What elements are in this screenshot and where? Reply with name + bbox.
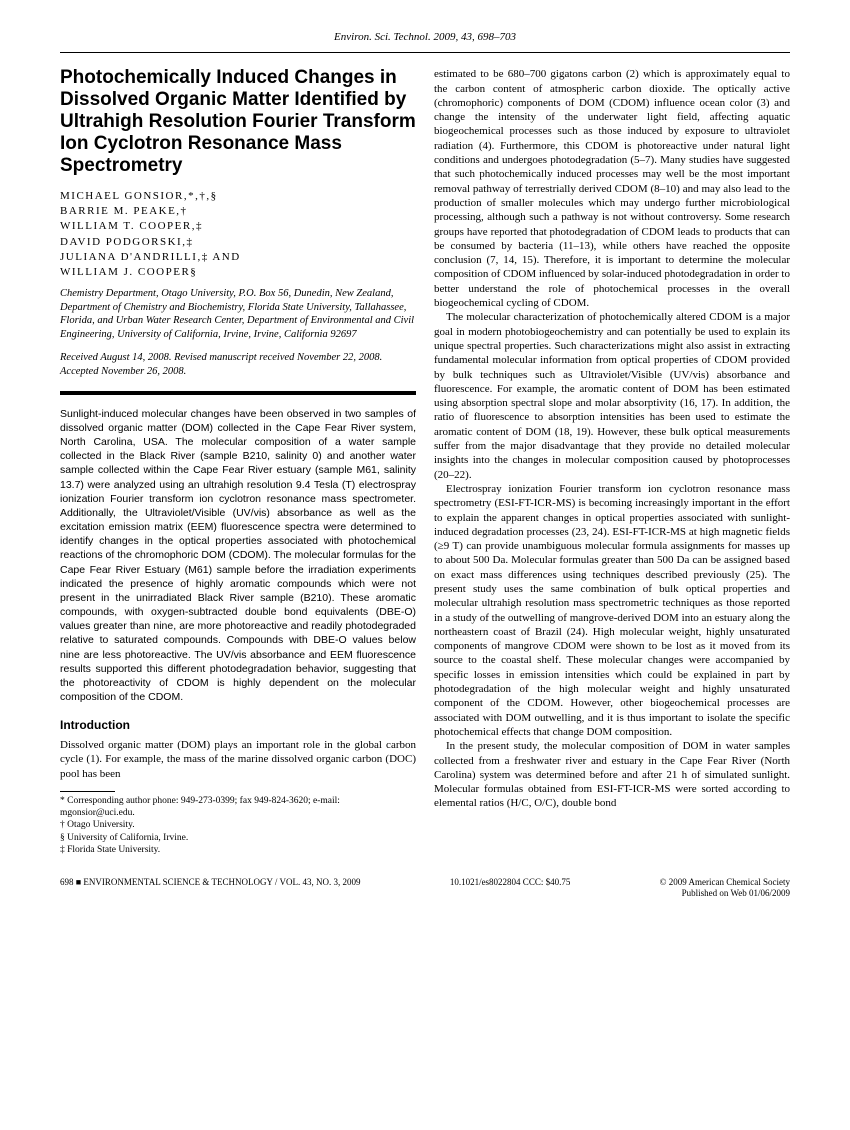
- thick-divider: [60, 391, 416, 395]
- intro-paragraph-1: Dissolved organic matter (DOM) plays an …: [60, 738, 416, 781]
- right-column: estimated to be 680–700 gigatons carbon …: [434, 67, 790, 856]
- body-paragraph-4: In the present study, the molecular comp…: [434, 739, 790, 810]
- left-column: Photochemically Induced Changes in Disso…: [60, 67, 416, 856]
- footnote-1: † Otago University.: [60, 819, 416, 831]
- author-list: MICHAEL GONSIOR,*,†,§BARRIE M. PEAKE,†WI…: [60, 189, 416, 281]
- footnote-corresponding: * Corresponding author phone: 949-273-03…: [60, 795, 416, 820]
- footnote-2: § University of California, Irvine.: [60, 832, 416, 844]
- footer-left: 698 ■ ENVIRONMENTAL SCIENCE & TECHNOLOGY…: [60, 877, 360, 900]
- footnotes: * Corresponding author phone: 949-273-03…: [60, 795, 416, 857]
- footnote-rule: [60, 791, 115, 792]
- article-title: Photochemically Induced Changes in Disso…: [60, 67, 416, 176]
- abstract-text: Sunlight-induced molecular changes have …: [60, 407, 416, 705]
- body-paragraph-2: The molecular characterization of photoc…: [434, 310, 790, 482]
- page-footer: 698 ■ ENVIRONMENTAL SCIENCE & TECHNOLOGY…: [60, 877, 790, 900]
- footnote-3: ‡ Florida State University.: [60, 844, 416, 856]
- body-paragraph-1: estimated to be 680–700 gigatons carbon …: [434, 67, 790, 310]
- footer-center: 10.1021/es8022804 CCC: $40.75: [450, 877, 571, 900]
- affiliations: Chemistry Department, Otago University, …: [60, 287, 416, 342]
- header-rule: [60, 52, 790, 53]
- footer-published: Published on Web 01/06/2009: [660, 888, 790, 900]
- footer-copyright: © 2009 American Chemical Society: [660, 877, 790, 889]
- body-paragraph-3: Electrospray ionization Fourier transfor…: [434, 482, 790, 739]
- running-header: Environ. Sci. Technol. 2009, 43, 698–703: [60, 30, 790, 44]
- footer-right: © 2009 American Chemical Society Publish…: [660, 877, 790, 900]
- two-column-layout: Photochemically Induced Changes in Disso…: [60, 67, 790, 856]
- article-dates: Received August 14, 2008. Revised manusc…: [60, 351, 416, 378]
- intro-heading: Introduction: [60, 718, 416, 734]
